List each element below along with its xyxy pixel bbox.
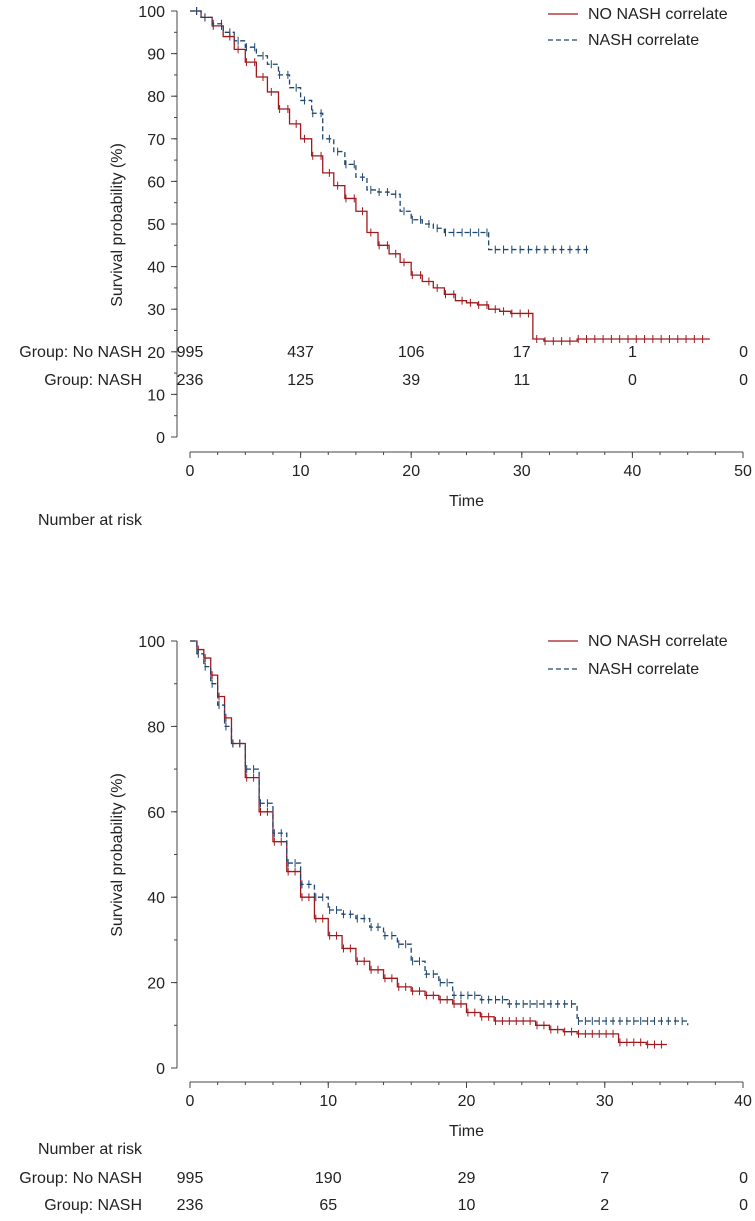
x-tick-label: 10 [292,463,310,480]
risk-count: 106 [398,344,425,361]
risk-row-label: Group: NASH [44,372,142,389]
series-line-no-nash [190,10,710,342]
risk-count: 65 [319,1197,337,1214]
risk-count: 0 [739,344,748,361]
risk-count: 190 [315,1170,342,1187]
y-tick-label: 90 [147,47,165,64]
risk-count: 7 [600,1170,609,1187]
risk-count: 29 [458,1170,476,1187]
x-tick-label: 20 [458,1093,476,1110]
x-tick-label: 0 [186,1093,195,1110]
risk-count: 10 [458,1197,476,1214]
x-axis-title: Time [449,1123,484,1140]
x-tick-label: 10 [319,1093,337,1110]
y-tick-label: 80 [147,89,165,106]
y-tick-label: 60 [147,805,165,822]
y-tick-label: 70 [147,132,165,149]
risk-count: 1 [628,344,637,361]
y-axis-title: Survival probability (%) [109,143,126,307]
series-line-nash [190,10,589,251]
x-tick-label: 40 [734,1093,752,1110]
risk-count: 17 [513,344,531,361]
x-tick-label: 40 [624,463,642,480]
risk-count: 11 [513,372,530,389]
y-tick-label: 40 [147,260,165,277]
risk-count: 2 [600,1197,609,1214]
x-tick-label: 0 [186,463,195,480]
legend-label-nash: NASH correlate [588,32,699,49]
x-axis-title: Time [449,493,484,510]
y-tick-label: 10 [147,387,165,404]
risk-count: 0 [739,372,748,389]
risk-count: 437 [287,344,314,361]
risk-row-label: Group: No NASH [19,344,142,361]
y-tick-label: 80 [147,719,165,736]
risk-row-label: Group: NASH [44,1197,142,1214]
series-line-nash [190,640,689,1026]
y-tick-label: 20 [147,345,165,362]
y-axis-title: Survival probability (%) [109,773,126,937]
x-tick-label: 30 [513,463,531,480]
risk-count: 0 [739,1197,748,1214]
risk-count: 995 [177,1170,204,1187]
legend-label-no-nash: NO NASH correlate [588,6,728,23]
y-tick-label: 20 [147,976,165,993]
risk-count: 236 [177,372,204,389]
legend-label-no-nash: NO NASH correlate [588,633,728,650]
risk-row-label: Group: No NASH [19,1170,142,1187]
risk-table-header: Number at risk [38,1141,143,1158]
risk-count: 39 [402,372,420,389]
risk-count: 236 [177,1197,204,1214]
x-tick-label: 50 [734,463,752,480]
legend-label-nash: NASH correlate [588,661,699,678]
risk-table-header: Number at risk [38,512,143,529]
x-tick-label: 30 [596,1093,614,1110]
y-tick-label: 0 [156,430,165,447]
y-tick-label: 100 [138,634,165,651]
risk-count: 125 [287,372,314,389]
risk-count: 0 [628,372,637,389]
x-tick-label: 20 [402,463,420,480]
y-tick-label: 60 [147,174,165,191]
y-tick-label: 0 [156,1061,165,1078]
y-tick-label: 40 [147,890,165,907]
y-tick-label: 30 [147,302,165,319]
y-tick-label: 100 [138,4,165,21]
series-line-no-nash [190,640,667,1046]
risk-count: 995 [177,344,204,361]
y-tick-label: 50 [147,217,165,234]
risk-count: 0 [739,1170,748,1187]
